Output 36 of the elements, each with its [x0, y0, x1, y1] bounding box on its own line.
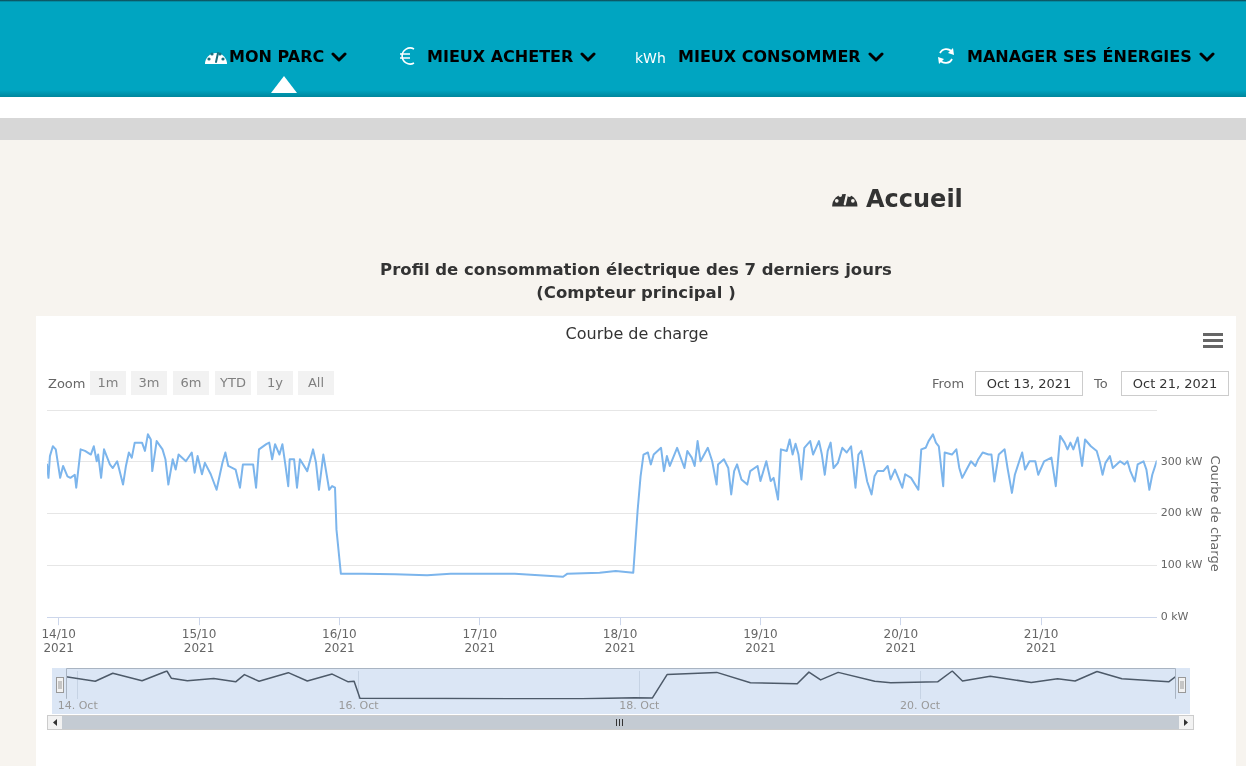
- y-tick-label: 200 kW: [1160, 506, 1203, 520]
- x-tick-label: 15/10 2021: [181, 626, 217, 655]
- x-tick-label: 16. Oct: [338, 699, 380, 713]
- zoom-button: 3m: [131, 371, 167, 395]
- y-axis-title: Courbe de charge: [1207, 455, 1223, 572]
- zoom-button: 1m: [90, 371, 126, 395]
- y-tick-label: 100 kW: [1160, 558, 1203, 572]
- y-tick-label: 300 kW: [1160, 454, 1203, 468]
- text: From: [932, 376, 965, 392]
- text: MON PARC: [229, 47, 325, 67]
- x-tick-label: 19/10 2021: [743, 626, 778, 655]
- chart-title: Profil de consommation électrique des 7 derniers jours (Compteur principal ): [379, 259, 893, 304]
- text: Zoom: [48, 376, 86, 392]
- x-tick-label: 16/10 2021: [322, 626, 357, 655]
- text: To: [1094, 376, 1108, 392]
- x-tick-label: 14/10 2021: [41, 626, 76, 655]
- text: MIEUX ACHETER: [427, 47, 574, 67]
- text: MIEUX CONSOMMER: [678, 47, 861, 67]
- x-tick-label: 17/10 2021: [462, 626, 498, 655]
- text: MANAGER SES ÉNERGIES: [967, 47, 1192, 67]
- zoom-button: All: [298, 371, 334, 395]
- x-tick-label: 14. Oct: [57, 699, 99, 713]
- x-tick-label: 21/10 2021: [1023, 626, 1059, 655]
- x-tick-label: 20. Oct: [900, 699, 941, 713]
- zoom-button: YTD: [215, 371, 251, 395]
- x-tick-label: 18. Oct: [619, 699, 660, 713]
- x-tick-label: 20/10 2021: [883, 626, 919, 655]
- y-tick-label: 0 kW: [1160, 610, 1189, 624]
- text: kWh: [635, 49, 666, 67]
- date-field: Oct 13, 2021: [975, 371, 1083, 396]
- chart-subtitle: Courbe de charge: [564, 324, 710, 344]
- x-tick-label: 18/10 2021: [602, 626, 638, 655]
- text: Accueil: [866, 184, 963, 214]
- date-field: Oct 21, 2021: [1121, 371, 1229, 396]
- zoom-button: 6m: [173, 371, 209, 395]
- zoom-button: 1y: [257, 371, 293, 395]
